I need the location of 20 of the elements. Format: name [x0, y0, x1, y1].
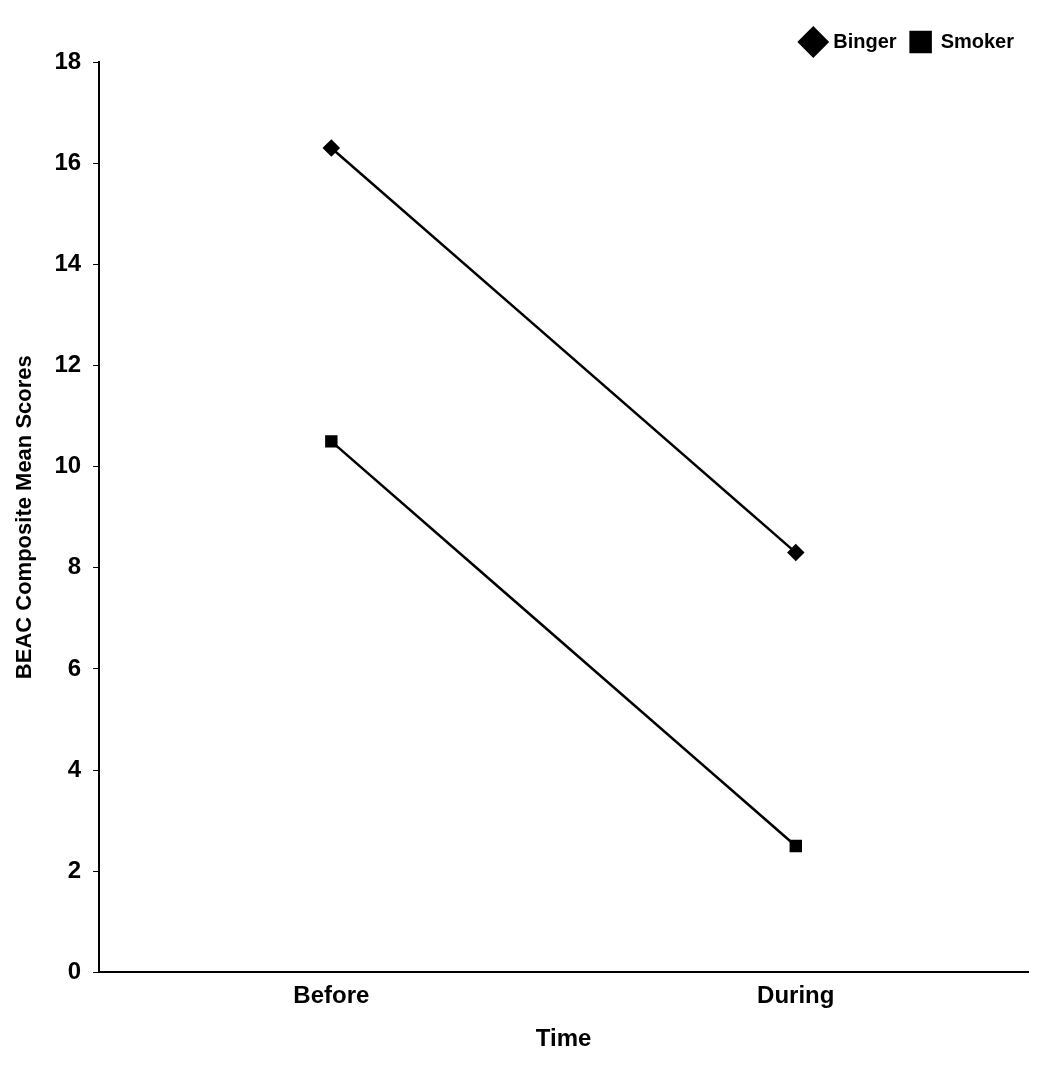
y-tick-label: 18 — [54, 46, 82, 74]
x-tick-label: During — [757, 981, 835, 1009]
y-tick-label: 10 — [54, 451, 82, 479]
point — [325, 435, 338, 448]
y-tick-label: 8 — [67, 552, 82, 580]
y-axis-title: BEAC Composite Mean Scores — [11, 355, 37, 680]
y-tick-label: 2 — [67, 855, 82, 883]
y-tick-label: 6 — [67, 653, 82, 681]
x-axis-title: Time — [535, 1024, 592, 1052]
y-tick-label: 0 — [67, 957, 82, 985]
y-tick-label: 16 — [54, 147, 82, 175]
legend-label: Smoker — [940, 29, 1015, 52]
y-tick-label: 14 — [54, 248, 82, 276]
x-tick-label: Before — [293, 981, 370, 1009]
y-tick-label: 4 — [67, 754, 82, 782]
y-tick-label: 12 — [54, 350, 82, 378]
point — [323, 139, 340, 157]
legend-label: Binger — [833, 29, 897, 52]
point — [787, 544, 805, 561]
point — [789, 839, 802, 853]
